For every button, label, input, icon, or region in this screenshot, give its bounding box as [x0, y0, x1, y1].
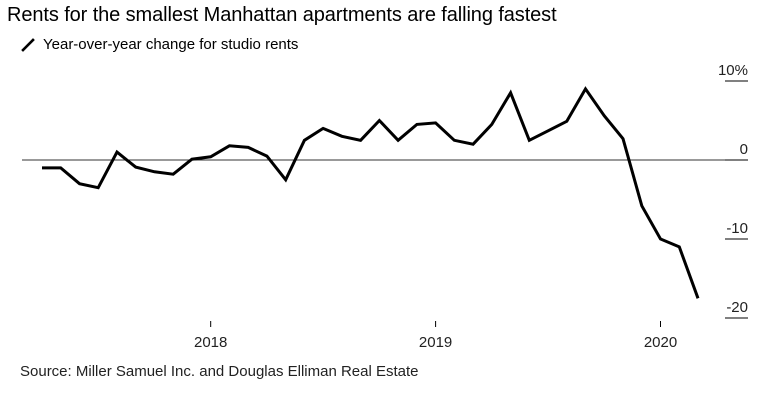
x-tick-label: 2018 — [194, 334, 227, 351]
y-tick-label: -10 — [726, 220, 748, 237]
legend-line-swatch — [21, 37, 35, 52]
y-tick-label: -20 — [726, 299, 748, 316]
source-note: Source: Miller Samuel Inc. and Douglas E… — [20, 363, 419, 380]
legend: Year-over-year change for studio rents — [21, 36, 298, 53]
series-line — [42, 86, 700, 299]
y-tick-label: 0 — [740, 141, 748, 158]
y-tick-label: 10% — [718, 62, 748, 79]
chart-title: Rents for the smallest Manhattan apartme… — [7, 4, 557, 26]
x-tick-label: 2020 — [644, 334, 677, 351]
x-tick-label: 2019 — [419, 334, 452, 351]
legend-label: Year-over-year change for studio rents — [43, 36, 299, 53]
